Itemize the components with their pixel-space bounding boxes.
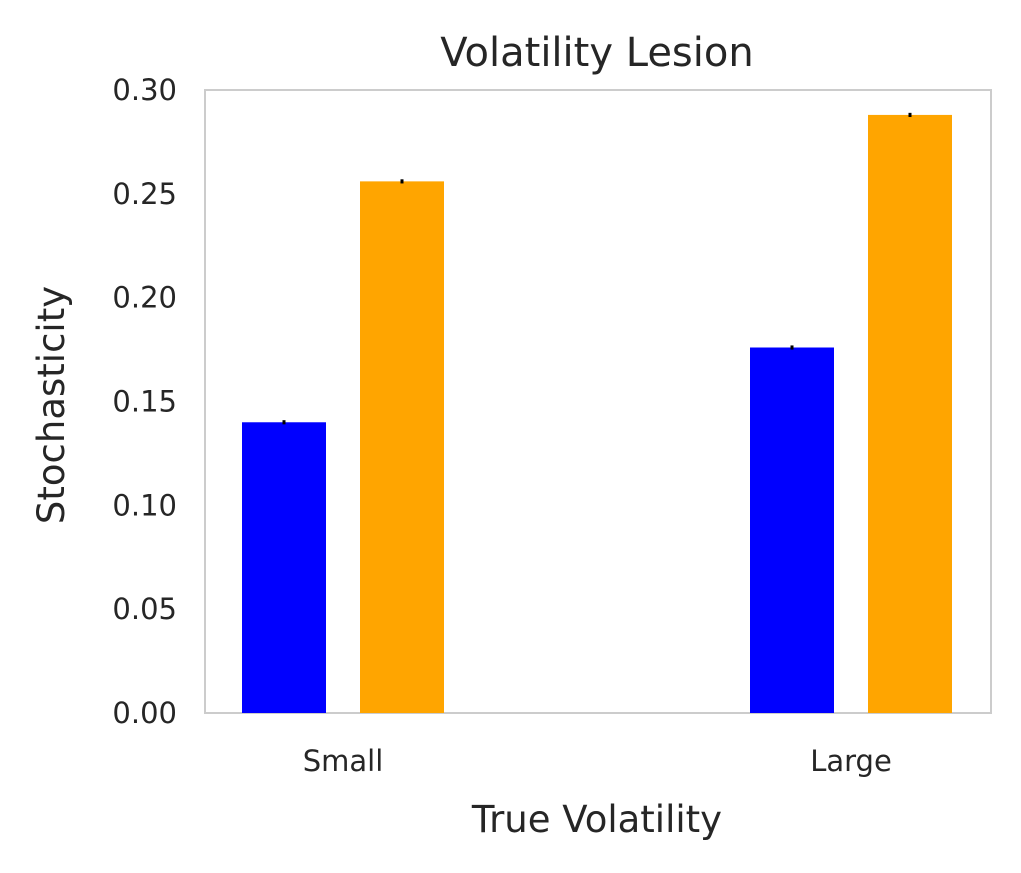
x-tick-label: Small [303, 744, 384, 778]
x-axis-label: True Volatility [471, 798, 722, 841]
bar [360, 181, 444, 713]
plot-area: 0.00 0.05 0.10 0.15 0.20 0.25 0.30 Small Large [112, 73, 992, 778]
bar [242, 422, 326, 713]
bar [868, 114, 952, 714]
chart-title: Volatility Lesion [440, 30, 753, 76]
y-tick-label: 0.10 [112, 488, 177, 522]
y-tick-label: 0.05 [112, 592, 177, 626]
y-tick-label: 0.30 [112, 73, 177, 107]
y-tick-label: 0.25 [112, 177, 177, 211]
bar [750, 347, 834, 713]
y-axis-label: Stochasticity [30, 286, 73, 524]
y-tick-label: 0.15 [112, 385, 177, 419]
plot-frame [204, 89, 992, 714]
y-tick-label: 0.00 [112, 696, 177, 730]
x-tick-label: Large [810, 744, 892, 778]
y-tick-label: 0.20 [112, 281, 177, 315]
